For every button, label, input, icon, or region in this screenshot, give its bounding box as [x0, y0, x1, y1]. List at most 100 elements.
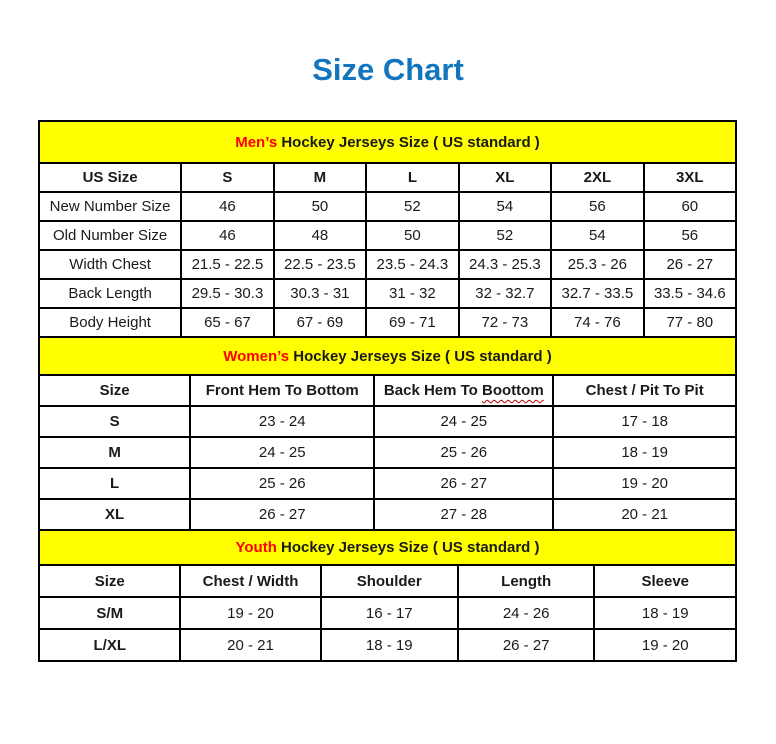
mens-section-title: Men’s Hockey Jerseys Size ( US standard … — [38, 120, 737, 164]
table-row: Width Chest 21.5 - 22.5 22.5 - 23.5 23.5 - … — [37, 249, 738, 280]
table-cell: 21.5 - 22.5 — [180, 249, 275, 280]
section-title-rest: Hockey Jerseys Size ( US standard ) — [276, 539, 540, 556]
table-cell: 18 - 19 — [319, 628, 459, 662]
column-header: Sleeve — [593, 564, 737, 598]
column-header-row: Size Chest / Width Shoulder Length Sleeve — [37, 564, 737, 598]
row-label: Back Length — [37, 278, 183, 309]
table-cell: 24 - 25 — [189, 436, 376, 469]
youth-size-table: Youth Hockey Jerseys Size ( US standard … — [37, 529, 737, 662]
table-cell: 69 - 71 — [365, 307, 460, 338]
table-cell: 67 - 69 — [272, 307, 368, 338]
misspelled-word: Boottom — [482, 382, 544, 399]
column-header: Chest / Width — [179, 564, 322, 598]
table-cell: 26 - 27 — [456, 628, 596, 662]
table-cell: 54 — [550, 220, 645, 251]
row-label: XL — [37, 498, 192, 531]
row-label: Old Number Size — [37, 220, 183, 251]
table-cell: 23 - 24 — [189, 405, 376, 438]
table-cell: 72 - 73 — [457, 307, 553, 338]
row-label: S — [37, 405, 192, 438]
column-header: Chest / Pit To Pit — [552, 374, 737, 407]
table-cell: 19 - 20 — [552, 467, 737, 500]
table-cell: 77 - 80 — [642, 307, 738, 338]
table-cell: 26 - 27 — [373, 467, 555, 500]
column-header: M — [272, 162, 368, 193]
column-header: Back Hem To Boottom — [373, 374, 555, 407]
row-label: Width Chest — [37, 249, 183, 280]
table-cell: 25.3 - 26 — [550, 249, 645, 280]
table-row: M 24 - 25 25 - 26 18 - 19 — [37, 436, 737, 469]
table-cell: 19 - 20 — [593, 628, 737, 662]
table-row: New Number Size 46 50 52 54 56 60 — [37, 191, 738, 222]
table-cell: 18 - 19 — [552, 436, 737, 469]
column-header: US Size — [37, 162, 183, 193]
column-header: Length — [456, 564, 596, 598]
table-cell: 19 - 20 — [179, 596, 322, 630]
column-header-row: Size Front Hem To Bottom Back Hem To Boott… — [37, 374, 737, 407]
table-cell: 26 - 27 — [189, 498, 376, 531]
table-cell: 60 — [642, 191, 738, 222]
column-header: S — [180, 162, 275, 193]
column-header-row: US Size S M L XL 2XL 3XL — [37, 162, 738, 193]
column-header: Front Hem To Bottom — [189, 374, 376, 407]
row-label: L — [37, 467, 192, 500]
table-cell: 29.5 - 30.3 — [180, 278, 275, 309]
table-row: Back Length 29.5 - 30.3 30.3 - 31 31 - 32 32… — [37, 278, 738, 309]
column-header: 3XL — [642, 162, 738, 193]
section-title-accent: Youth — [235, 539, 277, 556]
table-cell: 25 - 26 — [189, 467, 376, 500]
column-header: Size — [37, 564, 182, 598]
table-cell: 25 - 26 — [373, 436, 555, 469]
table-cell: 33.5 - 34.6 — [642, 278, 738, 309]
table-row: L/XL 20 - 21 18 - 19 26 - 27 19 - 20 — [37, 628, 737, 662]
table-cell: 30.3 - 31 — [272, 278, 368, 309]
table-row: S 23 - 24 24 - 25 17 - 18 — [37, 405, 737, 438]
youth-section-title: Youth Hockey Jerseys Size ( US standard … — [38, 529, 737, 566]
table-cell: 23.5 - 24.3 — [365, 249, 460, 280]
table-cell: 17 - 18 — [552, 405, 737, 438]
table-cell: 22.5 - 23.5 — [272, 249, 368, 280]
row-label: S/M — [37, 596, 182, 630]
table-cell: 20 - 21 — [179, 628, 322, 662]
table-cell: 16 - 17 — [319, 596, 459, 630]
table-cell: 32.7 - 33.5 — [550, 278, 645, 309]
table-cell: 48 — [272, 220, 368, 251]
table-cell: 46 — [180, 191, 275, 222]
mens-size-table: Men’s Hockey Jerseys Size ( US standard … — [37, 120, 738, 338]
table-cell: 65 - 67 — [180, 307, 275, 338]
table-row: S/M 19 - 20 16 - 17 24 - 26 18 - 19 — [37, 596, 737, 630]
table-row: XL 26 - 27 27 - 28 20 - 21 — [37, 498, 737, 531]
table-cell: 74 - 76 — [550, 307, 645, 338]
table-row: Old Number Size 46 48 50 52 54 56 — [37, 220, 738, 251]
column-header-text: Back Hem To — [383, 382, 483, 399]
row-label: M — [37, 436, 192, 469]
table-cell: 26 - 27 — [642, 249, 738, 280]
womens-section-title: Women’s Hockey Jerseys Size ( US standar… — [38, 336, 737, 376]
column-header: Shoulder — [319, 564, 459, 598]
womens-size-table: Women’s Hockey Jerseys Size ( US standar… — [37, 336, 737, 531]
section-title-accent: Women’s — [223, 347, 290, 365]
table-cell: 24 - 25 — [373, 405, 555, 438]
table-row: Body Height 65 - 67 67 - 69 69 - 71 72 - 73 7… — [37, 307, 738, 338]
column-header: Size — [37, 374, 192, 407]
section-title-accent: Men’s — [235, 133, 278, 151]
row-label: Body Height — [37, 307, 183, 338]
table-cell: 50 — [272, 191, 368, 222]
column-header: L — [365, 162, 460, 193]
section-title-rest: Hockey Jerseys Size ( US standard ) — [277, 133, 540, 151]
table-cell: 52 — [457, 220, 553, 251]
page-title: Size Chart — [312, 52, 464, 87]
table-cell: 31 - 32 — [365, 278, 460, 309]
table-cell: 27 - 28 — [373, 498, 555, 531]
table-cell: 24 - 26 — [456, 596, 596, 630]
table-cell: 50 — [365, 220, 460, 251]
size-chart-page: Size Chart Men’s Hockey Jerseys Size ( U… — [0, 52, 776, 662]
table-cell: 20 - 21 — [552, 498, 737, 531]
section-title-row: Youth Hockey Jerseys Size ( US standard … — [38, 529, 737, 566]
column-header: XL — [457, 162, 553, 193]
table-cell: 56 — [642, 220, 738, 251]
row-label: L/XL — [37, 628, 182, 662]
table-row: L 25 - 26 26 - 27 19 - 20 — [37, 467, 737, 500]
row-label: New Number Size — [37, 191, 183, 222]
section-title-rest: Hockey Jerseys Size ( US standard ) — [289, 347, 552, 365]
